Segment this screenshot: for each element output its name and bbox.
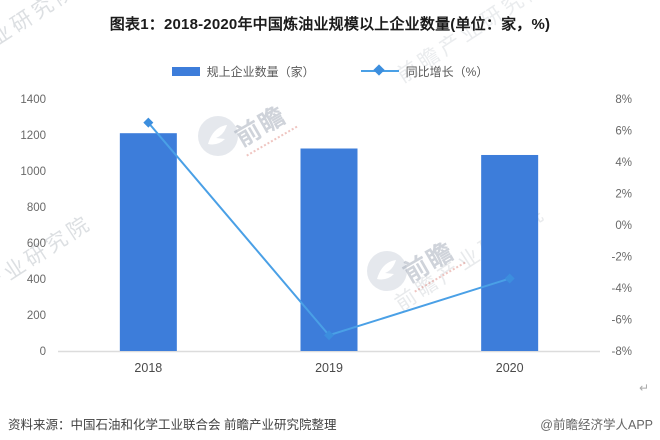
- left-axis-tick: 0: [40, 346, 46, 358]
- right-axis-tick: -2%: [612, 252, 632, 264]
- right-axis-tick: 4%: [615, 157, 632, 169]
- legend-label-line: 同比增长（%）: [405, 64, 489, 79]
- line-marker-2019: [324, 330, 334, 341]
- bar-swatch-icon: [171, 66, 200, 76]
- left-axis-tick: 1000: [20, 166, 46, 178]
- line-marker-2018: [143, 117, 154, 128]
- right-axis-tick: 2%: [615, 189, 632, 201]
- left-axis-tick: 400: [27, 274, 46, 286]
- right-axis-tick: 8%: [615, 94, 632, 106]
- legend-item-line: 同比增长（%）: [360, 63, 489, 80]
- right-axis-tick: 0%: [615, 220, 632, 232]
- left-axis-tick: 600: [27, 238, 46, 250]
- left-axis-tick: 1200: [20, 130, 46, 142]
- legend-label-bars: 规上企业数量（家）: [206, 64, 315, 79]
- left-axis-tick: 200: [27, 310, 46, 322]
- left-axis-tick: 800: [27, 202, 46, 214]
- bar-2018: [119, 133, 177, 351]
- right-axis-tick: 6%: [615, 126, 632, 138]
- left-axis-tick: 1400: [20, 94, 46, 106]
- legend-item-bars: 规上企业数量（家）: [171, 63, 315, 80]
- bar-2019: [300, 148, 358, 351]
- right-axis-tick: -4%: [612, 283, 632, 295]
- line-marker-2020: [504, 273, 515, 284]
- app-credit: @前瞻经济学人APP: [540, 418, 653, 432]
- right-axis-tick: -8%: [612, 346, 632, 358]
- bar-2020: [481, 154, 539, 351]
- chart-legend: 规上企业数量（家） 同比增长（%）: [0, 62, 660, 80]
- right-axis-tick: -6%: [612, 315, 632, 327]
- source-attribution: 资料来源：中国石油和化学工业联合会 前瞻产业研究院整理: [8, 418, 337, 432]
- line-swatch-icon: [360, 64, 399, 76]
- x-axis-category: 2019: [315, 361, 343, 375]
- chart-title: 图表1：2018-2020年中国炼油业规模以上企业数量(单位：家，%): [109, 16, 551, 33]
- x-axis-category: 2018: [134, 361, 162, 375]
- paragraph-return-mark: ↵: [639, 381, 650, 395]
- x-axis-category: 2020: [496, 361, 524, 375]
